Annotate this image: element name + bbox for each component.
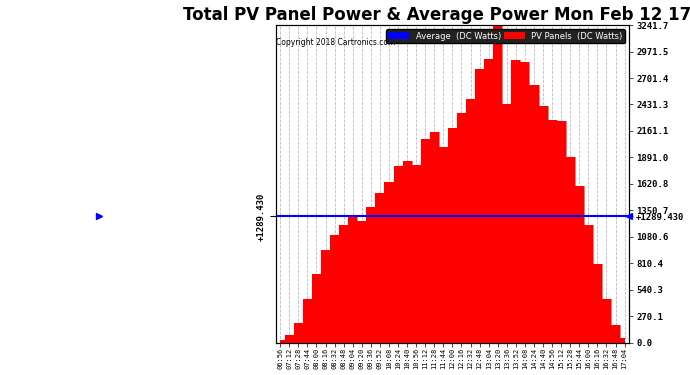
Legend: Average  (DC Watts), PV Panels  (DC Watts): Average (DC Watts), PV Panels (DC Watts) [386,29,625,43]
Text: Copyright 2018 Cartronics.com: Copyright 2018 Cartronics.com [277,38,396,47]
Title: Total PV Panel Power & Average Power Mon Feb 12 17:19: Total PV Panel Power & Average Power Mon… [184,6,690,24]
